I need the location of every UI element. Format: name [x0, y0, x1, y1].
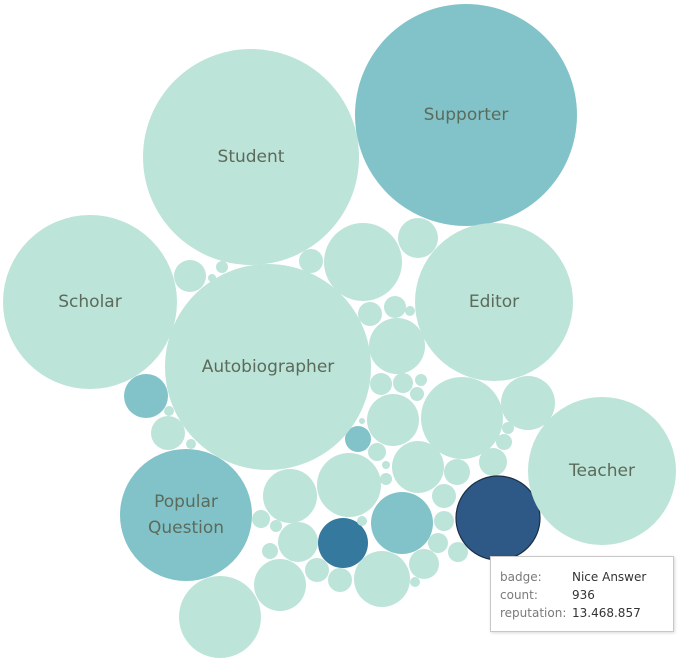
bubble-mark[interactable] [270, 520, 282, 532]
bubble-mark[interactable] [318, 518, 368, 568]
bubble-mark[interactable] [328, 568, 352, 592]
bubble-mark[interactable] [359, 418, 365, 424]
bubble-mark[interactable] [124, 374, 168, 418]
bubble-mark[interactable] [345, 426, 371, 452]
bubble-mark[interactable] [299, 249, 323, 273]
bubble-mark[interactable] [393, 373, 413, 393]
bubble-mark[interactable] [421, 377, 503, 459]
tooltip-key: reputation: [500, 606, 567, 620]
bubble-mark[interactable] [317, 453, 381, 517]
bubble-mark[interactable] [382, 461, 390, 469]
bubble-label-popular-question: Popular [154, 492, 218, 512]
bubble-mark[interactable] [252, 510, 270, 528]
bubble-mark[interactable] [179, 576, 261, 658]
bubble-mark[interactable] [357, 516, 367, 526]
bubble-label-student: Student [218, 147, 285, 167]
bubble-label-editor: Editor [469, 292, 519, 312]
bubble-mark[interactable] [263, 469, 317, 523]
bubble-label-supporter: Supporter [424, 105, 509, 125]
bubble-mark[interactable] [371, 492, 433, 554]
bubble-mark[interactable] [369, 318, 425, 374]
bubble-mark[interactable] [305, 558, 329, 582]
bubble-mark[interactable] [186, 439, 196, 449]
bubble-mark[interactable] [370, 373, 392, 395]
bubble-label-autobiographer: Autobiographer [202, 357, 335, 377]
bubble-mark[interactable] [324, 223, 402, 301]
bubble-mark[interactable] [380, 473, 392, 485]
bubble-mark[interactable] [444, 459, 470, 485]
bubble-mark[interactable] [278, 522, 318, 562]
bubble-label-teacher: Teacher [568, 461, 635, 481]
tooltip-value: 13.468.857 [572, 606, 641, 620]
bubble-mark[interactable] [434, 511, 454, 531]
bubble-mark[interactable] [216, 261, 228, 273]
bubble-mark[interactable] [262, 543, 278, 559]
bubble-mark[interactable] [164, 406, 174, 416]
bubble-nice-answer[interactable] [455, 475, 541, 561]
tooltip-value: Nice Answer [572, 570, 647, 584]
bubble-mark[interactable] [398, 218, 438, 258]
bubble-mark[interactable] [415, 374, 427, 386]
tooltip-key: count: [500, 588, 538, 602]
bubble-mark[interactable] [501, 376, 555, 430]
tooltip: badge: Nice Answer count: 936 reputation… [490, 556, 674, 632]
bubble-student[interactable] [143, 49, 359, 265]
tooltip-value: 936 [572, 588, 595, 602]
bubble-mark[interactable] [368, 443, 386, 461]
bubble-mark[interactable] [358, 302, 382, 326]
bubble-mark[interactable] [384, 296, 406, 318]
bubble-scholar[interactable] [3, 215, 177, 389]
bubble-mark[interactable] [367, 394, 419, 446]
bubble-mark[interactable] [354, 551, 410, 607]
bubble-mark[interactable] [432, 484, 456, 508]
bubble-mark[interactable] [448, 542, 468, 562]
bubble-popular-question[interactable] [120, 449, 252, 581]
bubble-mark[interactable] [496, 434, 512, 450]
bubble-mark[interactable] [502, 422, 514, 434]
bubble-editor[interactable] [415, 223, 573, 381]
bubble-mark[interactable] [409, 549, 439, 579]
bubble-label-popular-question: Question [148, 518, 224, 538]
bubble-supporter[interactable] [355, 4, 577, 226]
bubble-mark[interactable] [405, 306, 415, 316]
bubble-mark[interactable] [254, 559, 306, 611]
bubble-mark[interactable] [151, 416, 185, 450]
bubble-mark[interactable] [479, 448, 507, 476]
bubble-mark[interactable] [428, 533, 448, 553]
bubble-autobiographer[interactable] [165, 264, 371, 470]
bubble-mark[interactable] [174, 260, 206, 292]
tooltip-key: badge: [500, 570, 542, 584]
bubble-mark[interactable] [410, 387, 424, 401]
bubble-mark[interactable] [392, 441, 444, 493]
bubble-teacher[interactable] [528, 397, 676, 545]
bubble-label-scholar: Scholar [58, 292, 121, 312]
bubble-mark[interactable] [410, 577, 420, 587]
